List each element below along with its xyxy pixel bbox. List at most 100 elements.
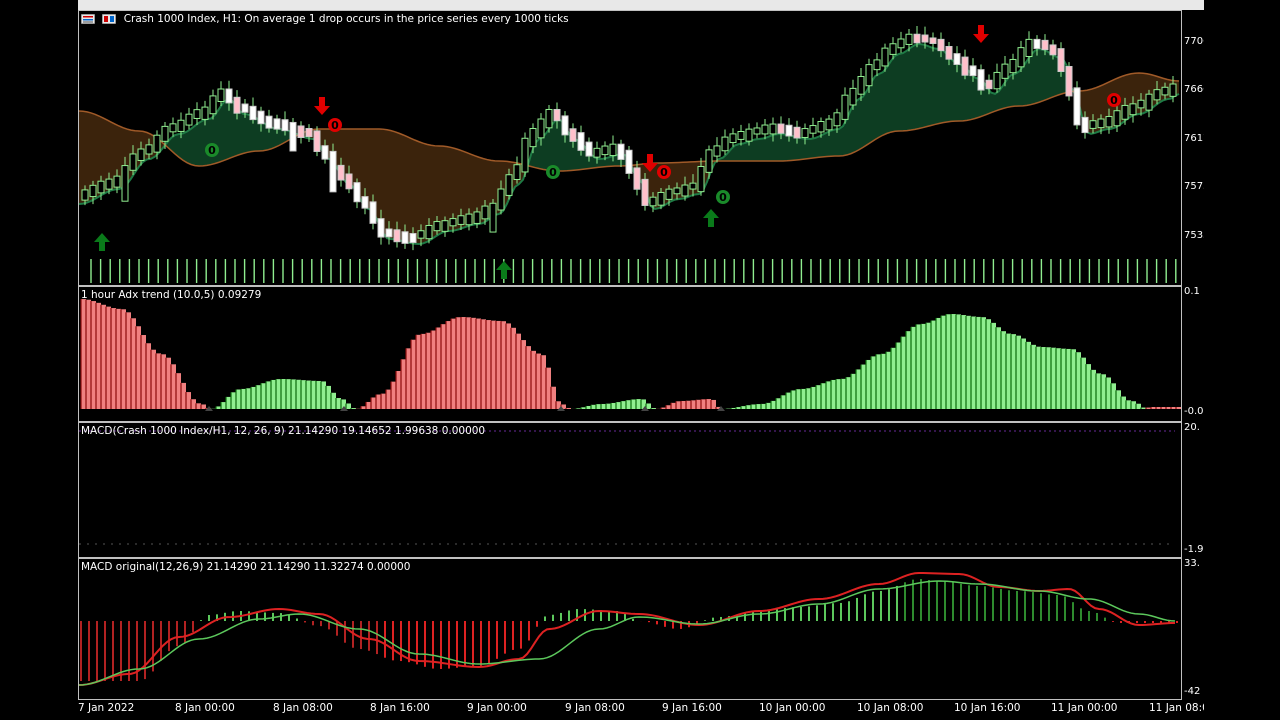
- ma-cloud-segment: [279, 129, 283, 146]
- adx-fill: [1061, 348, 1066, 409]
- ma-cloud-segment: [727, 149, 731, 161]
- ma-cloud-segment: [835, 129, 839, 157]
- adx-fill: [396, 371, 401, 409]
- candle: [1017, 47, 1025, 68]
- adx-fill: [996, 327, 1001, 409]
- adx-histogram-canvas[interactable]: [79, 287, 1183, 423]
- price-chart-canvas[interactable]: 0 0 0 0 0 0: [79, 11, 1183, 287]
- candle: [857, 76, 865, 95]
- adx-fill: [1171, 407, 1176, 409]
- candle: [161, 125, 169, 142]
- adx-fill: [1141, 407, 1146, 409]
- candle: [905, 33, 913, 45]
- ma-cloud-segment: [927, 45, 931, 127]
- zero-signal-text: 0: [1110, 94, 1118, 107]
- adx-fill: [636, 399, 641, 409]
- adx-cross-marker: [717, 406, 725, 411]
- macd-canvas[interactable]: [79, 423, 1183, 559]
- ma-cloud-segment: [379, 129, 383, 233]
- adx-fill: [1046, 347, 1051, 409]
- ma-cloud-segment: [555, 119, 559, 171]
- candle: [465, 213, 473, 226]
- adx-fill: [521, 340, 526, 409]
- candle: [665, 188, 673, 200]
- adx-fill: [561, 404, 566, 409]
- adx-fill: [366, 401, 371, 409]
- ma-cloud-segment: [435, 145, 439, 237]
- candle: [193, 109, 201, 119]
- zero-signal-text: 0: [208, 144, 216, 157]
- ma-cloud-segment: [463, 151, 467, 228]
- ma-cloud-segment: [271, 127, 275, 149]
- main-price-axis: 7706 7666 7617 7575 7533: [1182, 10, 1209, 286]
- ma-cloud-segment: [787, 134, 791, 161]
- adx-fill: [861, 364, 866, 409]
- candle: [985, 79, 993, 90]
- adx-fill: [921, 323, 926, 409]
- ma-cloud-segment: [411, 138, 415, 244]
- candle: [105, 178, 113, 190]
- adx-fill: [811, 386, 816, 409]
- adx-fill: [951, 314, 956, 409]
- candle: [97, 180, 105, 194]
- candle: [737, 131, 745, 140]
- adx-fill: [171, 364, 176, 409]
- main-price-pane[interactable]: 0 0 0 0 0 0 Crash 1000 Index, H1: On average …: [78, 10, 1182, 286]
- chart-list-icon[interactable]: [80, 13, 96, 25]
- candle: [1121, 104, 1129, 120]
- adx-pane-title: 1 hour Adx trend (10.0,5) 0.09279: [81, 289, 262, 301]
- ma-cloud-segment: [987, 87, 991, 115]
- adx-fill: [856, 369, 861, 409]
- zero-signal-marker: [546, 165, 560, 179]
- adx-fill: [941, 315, 946, 409]
- ma-cloud-segment: [255, 117, 259, 152]
- ma-cloud-segment: [883, 67, 887, 136]
- ma-cloud-segment: [999, 85, 1003, 110]
- adx-fill: [516, 333, 521, 409]
- ma-cloud-segment: [923, 44, 927, 128]
- ma-cloud-segment: [571, 137, 575, 171]
- adx-fill: [816, 385, 821, 409]
- ma-cloud-segment: [95, 114, 99, 199]
- adx-fill: [781, 395, 786, 409]
- ma-cloud-segment: [267, 125, 271, 151]
- ma-cloud-segment: [403, 134, 407, 243]
- adx-fill: [156, 353, 161, 409]
- adx-fill: [131, 318, 136, 409]
- adx-trend-pane[interactable]: 1 hour Adx trend (10.0,5) 0.09279: [78, 286, 1182, 422]
- macd-original-canvas[interactable]: [79, 559, 1183, 701]
- macd-tick: -1.9: [1184, 544, 1204, 555]
- macd-original-pane[interactable]: MACD original(12,26,9) 21.14290 21.14290…: [78, 558, 1182, 700]
- ma-cloud-segment: [419, 141, 423, 244]
- ma-cloud-segment: [239, 110, 243, 155]
- adx-fill: [486, 320, 491, 409]
- chart-window[interactable]: 0 0 0 0 0 0 Crash 1000 Index, H1: On average …: [78, 10, 1215, 720]
- price-tick: 7575: [1184, 181, 1210, 192]
- adx-fill: [261, 383, 266, 409]
- left-margin: [0, 0, 78, 720]
- adx-fill: [1111, 383, 1116, 409]
- candle: [297, 125, 305, 138]
- macd-main-line: [79, 580, 1176, 686]
- adx-fill: [466, 317, 471, 409]
- adx-fill: [911, 326, 916, 409]
- adx-fill: [361, 406, 366, 409]
- adx-fill: [1086, 364, 1091, 409]
- adx-fill: [876, 354, 881, 409]
- adx-fill: [226, 396, 231, 409]
- ma-cloud-segment: [259, 119, 263, 151]
- candle: [113, 175, 121, 188]
- signal-arrow: [973, 25, 989, 43]
- ma-cloud-segment: [367, 129, 371, 210]
- candle: [337, 164, 345, 181]
- adx-fill: [756, 404, 761, 409]
- trading-icon[interactable]: [101, 13, 117, 25]
- macd-pane[interactable]: MACD(Crash 1000 Index/H1, 12, 26, 9) 21.…: [78, 422, 1182, 558]
- buy-arrow-icon: [496, 261, 512, 279]
- ma-cloud-segment: [459, 149, 463, 230]
- candle: [745, 128, 753, 142]
- price-tick: 7666: [1184, 84, 1210, 95]
- candle: [457, 215, 465, 225]
- adx-fill: [491, 320, 496, 409]
- adx-fill: [796, 389, 801, 409]
